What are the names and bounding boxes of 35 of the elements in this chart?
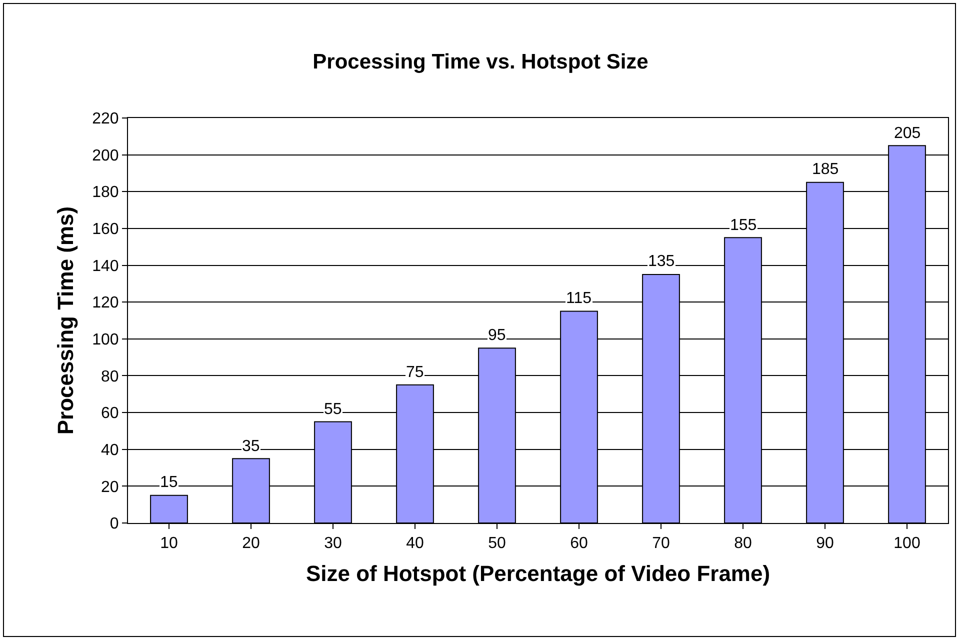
data-label: 35 bbox=[242, 438, 260, 455]
x-tick-label: 50 bbox=[488, 535, 506, 552]
x-tick-label: 30 bbox=[324, 535, 342, 552]
data-label: 135 bbox=[648, 253, 675, 270]
data-label: 75 bbox=[406, 364, 424, 381]
y-tick-label: 60 bbox=[101, 405, 119, 422]
data-label: 55 bbox=[324, 401, 342, 418]
y-tick-label: 120 bbox=[92, 294, 119, 312]
x-tick-label: 70 bbox=[652, 535, 670, 552]
data-label: 95 bbox=[488, 327, 506, 344]
data-label: 115 bbox=[566, 290, 592, 307]
x-tick-label: 90 bbox=[816, 535, 834, 552]
y-tick-label: 80 bbox=[101, 368, 119, 386]
y-tick-label: 20 bbox=[101, 478, 119, 496]
data-label: 15 bbox=[160, 474, 178, 491]
y-tick-label: 220 bbox=[92, 110, 119, 128]
data-label: 155 bbox=[730, 217, 757, 234]
x-tick-label: 60 bbox=[570, 535, 588, 552]
y-axis-title: Processing Time (ms) bbox=[52, 206, 78, 435]
data-label: 205 bbox=[894, 125, 921, 142]
x-tick-label: 80 bbox=[734, 535, 752, 552]
x-tick-label: 10 bbox=[160, 535, 178, 552]
x-tick-label: 100 bbox=[894, 535, 920, 552]
y-tick-label: 140 bbox=[92, 258, 119, 275]
y-tick-label: 0 bbox=[110, 516, 119, 533]
x-tick-label: 20 bbox=[242, 535, 260, 552]
x-axis-title: Size of Hotspot (Percentage of Video Frame) bbox=[306, 561, 770, 586]
x-tick-label: 40 bbox=[406, 535, 424, 552]
y-tick-label: 200 bbox=[92, 147, 119, 164]
y-tick-label: 100 bbox=[92, 332, 119, 349]
y-tick-label: 40 bbox=[101, 442, 119, 459]
y-tick-label: 160 bbox=[92, 221, 119, 238]
y-tick-label: 180 bbox=[92, 184, 119, 202]
chart-title: Processing Time vs. Hotspot Size bbox=[312, 50, 648, 74]
data-label: 185 bbox=[812, 161, 839, 178]
